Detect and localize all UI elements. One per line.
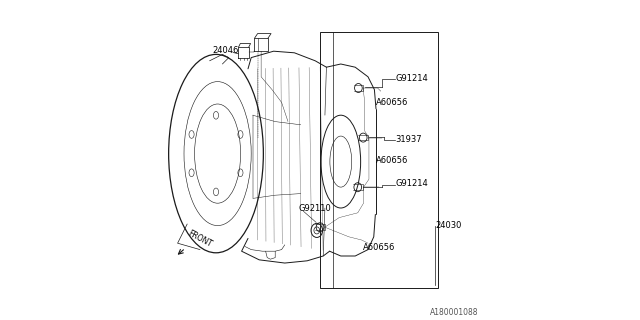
Bar (320, 32, 438, 288)
Text: A60656: A60656 (376, 156, 408, 164)
Text: A60656: A60656 (376, 98, 408, 107)
Text: FRONT: FRONT (186, 229, 213, 249)
Text: A180001088: A180001088 (430, 308, 479, 317)
Text: G91214: G91214 (396, 179, 428, 188)
Text: G92110: G92110 (298, 204, 332, 212)
Text: 31937: 31937 (396, 135, 422, 144)
Text: G91214: G91214 (396, 74, 428, 83)
Text: 24046: 24046 (212, 46, 239, 55)
Text: A60656: A60656 (364, 243, 396, 252)
Text: 24030: 24030 (435, 221, 461, 230)
